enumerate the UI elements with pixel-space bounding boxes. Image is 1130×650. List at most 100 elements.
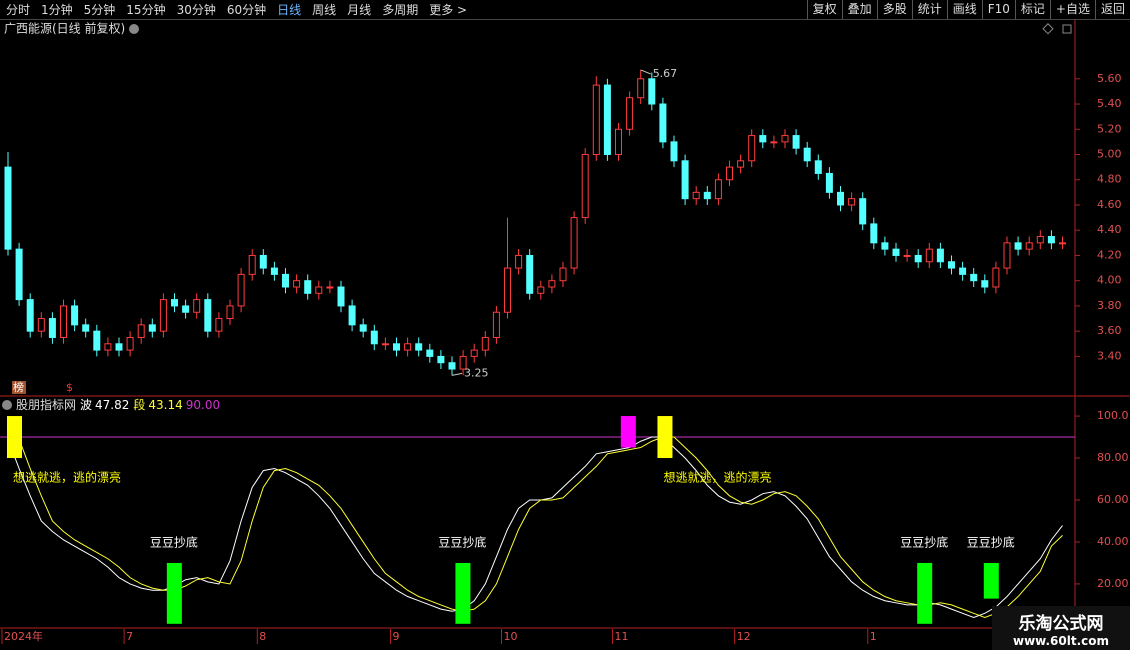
- candle-body: [781, 135, 789, 143]
- signal-label: 想逃就逃，逃的漂亮: [13, 470, 121, 485]
- period-tab[interactable]: 60分钟: [226, 3, 267, 17]
- candle-body: [148, 324, 156, 332]
- legend-value: 90.00: [186, 398, 220, 412]
- candle-body: [848, 198, 856, 206]
- y-tick-label: 3.60: [1097, 324, 1122, 337]
- candle-body: [481, 336, 489, 351]
- candle-body: [492, 311, 500, 338]
- candle-body: [71, 305, 79, 326]
- period-tabs: 分时 1分钟 5分钟 15分钟 30分钟 60分钟 日线 周线 月线 多周期 更多 >: [0, 0, 807, 19]
- candle-body: [892, 248, 900, 256]
- signal-bar: [983, 562, 999, 599]
- indicator-line: [7, 436, 1063, 619]
- candle-body: [970, 273, 978, 282]
- candle-body: [1059, 242, 1066, 245]
- candle-body: [526, 254, 534, 294]
- legend-name: 波: [80, 398, 92, 412]
- candle-body: [748, 135, 756, 162]
- candle-body: [1047, 236, 1055, 244]
- candle-body: [670, 141, 678, 162]
- candle-body: [115, 343, 123, 351]
- candle-body: [381, 343, 389, 346]
- signal-bar: [7, 416, 22, 459]
- candle-body: [159, 299, 167, 332]
- period-tab[interactable]: 15分钟: [126, 3, 166, 17]
- candle-body: [359, 324, 367, 332]
- chart: 广西能源(日线 前复权) 3.40 3.60 3.80 4.00 4.20 4.40 4.60…: [0, 20, 1130, 645]
- max-pointer: [640, 69, 651, 75]
- candle-body: [270, 267, 278, 275]
- candle-body: [792, 135, 800, 149]
- candle-body: [304, 280, 312, 294]
- candle-body: [737, 160, 745, 168]
- x-tick-label: 2024年: [4, 629, 43, 643]
- tool-button[interactable]: 复权: [806, 0, 842, 19]
- signal-bar: [917, 562, 933, 624]
- tool-button[interactable]: +自选: [1049, 0, 1095, 19]
- y-tick-label: 40.00: [1097, 535, 1129, 548]
- period-tab[interactable]: 分时: [6, 3, 31, 17]
- candle-body: [259, 254, 267, 269]
- y-tick-label: 3.80: [1097, 299, 1122, 312]
- candle-body: [215, 318, 223, 332]
- period-tab[interactable]: 周线: [312, 3, 337, 17]
- candle-body: [959, 267, 967, 275]
- candle-body: [26, 299, 34, 332]
- period-tab[interactable]: 多周期: [382, 3, 419, 17]
- signal-bar: [455, 562, 471, 624]
- candle-body: [559, 267, 567, 282]
- legend-icon: [2, 400, 12, 410]
- y-tick-label: 5.40: [1097, 97, 1122, 110]
- candle-body: [1025, 242, 1033, 250]
- candle-body: [592, 84, 600, 155]
- candle-body: [981, 280, 989, 288]
- legend-value: 43.14: [148, 398, 182, 412]
- legend-name: 段: [133, 397, 145, 412]
- tool-button[interactable]: 统计: [911, 0, 947, 19]
- candle-body: [4, 166, 12, 250]
- candle-body: [282, 273, 289, 288]
- candle-body: [104, 343, 112, 351]
- x-tick-label: 11: [615, 630, 629, 643]
- period-tab[interactable]: 5分钟: [83, 3, 116, 17]
- candle-body: [814, 160, 822, 174]
- max-label: 5.67: [653, 67, 678, 80]
- y-tick-label: 100.0: [1097, 409, 1129, 422]
- indicator-line: [7, 432, 1063, 619]
- period-tab[interactable]: 1分钟: [41, 3, 73, 17]
- candle-body: [193, 299, 201, 313]
- tool-button[interactable]: 返回: [1094, 0, 1130, 19]
- signal-label: 豆豆抄底: [150, 534, 198, 549]
- signal-label: 豆豆抄底: [438, 534, 486, 549]
- watermark-title: 乐淘公式网: [1018, 614, 1104, 634]
- period-tab[interactable]: 月线: [347, 3, 372, 17]
- marker-box: [12, 381, 26, 394]
- tool-button[interactable]: 多股: [876, 0, 912, 19]
- candle-body: [626, 97, 634, 130]
- legend: 股朋指标网波47.82 段43.14 90.00: [16, 397, 220, 412]
- candle-body: [914, 254, 922, 263]
- candle-body: [459, 355, 467, 370]
- candle-body: [137, 324, 145, 338]
- candle-body: [348, 305, 356, 326]
- candle-body: [171, 299, 178, 307]
- marker: $: [66, 381, 73, 394]
- tool-button[interactable]: 标记: [1014, 0, 1050, 19]
- period-tab[interactable]: 30分钟: [176, 3, 216, 17]
- period-tab[interactable]: 日线: [277, 3, 302, 17]
- tool-button[interactable]: 叠加: [841, 0, 877, 19]
- x-tick-label: 12: [737, 630, 751, 643]
- candle-body: [370, 330, 378, 345]
- panel-icon: [1062, 24, 1072, 34]
- candle-body: [326, 286, 334, 289]
- tool-button[interactable]: 画线: [946, 0, 982, 19]
- candle-body: [504, 267, 511, 313]
- candle-body: [204, 299, 212, 332]
- tool-button[interactable]: F10: [981, 0, 1015, 19]
- candle-body: [437, 355, 445, 364]
- period-tab[interactable]: 更多 >: [429, 3, 468, 17]
- signal-bar: [620, 416, 636, 448]
- x-tick-label: 7: [126, 630, 133, 643]
- signal-bar: [657, 416, 673, 459]
